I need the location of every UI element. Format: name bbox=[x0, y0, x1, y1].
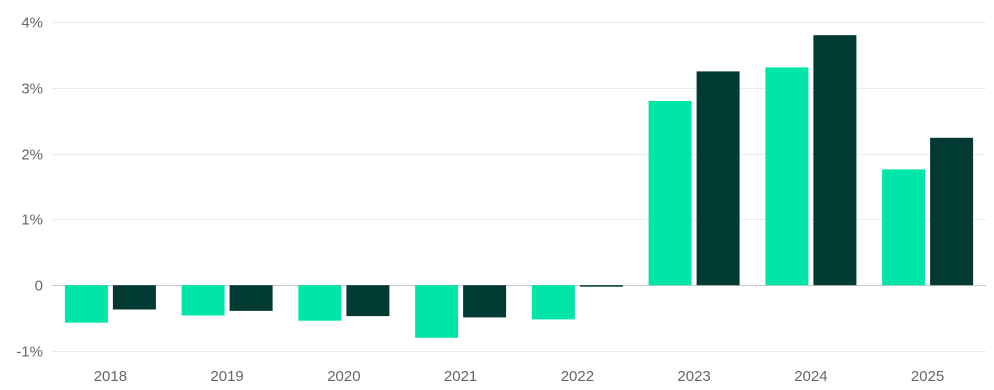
x-tick-label: 2021 bbox=[444, 368, 477, 385]
bar-series2-2021 bbox=[463, 285, 507, 318]
x-tick-label: 2019 bbox=[210, 368, 243, 385]
y-tick-label: -1% bbox=[16, 344, 43, 361]
bar-series1-2023 bbox=[648, 101, 692, 286]
x-tick-label: 2023 bbox=[677, 368, 710, 385]
bar-series1-2019 bbox=[181, 285, 225, 316]
bar-series2-2022 bbox=[579, 285, 623, 287]
bar-series1-2025 bbox=[882, 169, 926, 286]
x-tick-label: 2022 bbox=[561, 368, 594, 385]
x-tick-label: 2020 bbox=[327, 368, 360, 385]
x-tick-label: 2025 bbox=[911, 368, 944, 385]
bar-series1-2020 bbox=[298, 285, 342, 321]
y-tick-label: 4% bbox=[21, 15, 43, 32]
bar-series2-2019 bbox=[229, 285, 273, 311]
bar-series1-2022 bbox=[531, 285, 575, 320]
y-tick-label: 2% bbox=[21, 147, 43, 164]
bar-series2-2020 bbox=[346, 285, 390, 317]
axis-layer: -1% 0 1% 2% 3% 4% 2018 2019 2020 2021 2022 2023 2024… bbox=[16, 15, 944, 386]
bar-series2-2024 bbox=[813, 35, 857, 286]
bar-series1-2024 bbox=[765, 67, 809, 286]
bar-series1-2018 bbox=[64, 285, 108, 323]
bars-layer bbox=[64, 35, 974, 338]
y-tick-label: 0 bbox=[35, 278, 43, 295]
y-tick-label: 1% bbox=[21, 212, 43, 229]
bar-series2-2025 bbox=[930, 137, 974, 286]
bar-series1-2021 bbox=[415, 285, 459, 338]
y-tick-label: 3% bbox=[21, 81, 43, 98]
x-tick-label: 2024 bbox=[794, 368, 827, 385]
bar-series2-2018 bbox=[112, 285, 156, 310]
x-tick-label: 2018 bbox=[94, 368, 127, 385]
bar-series2-2023 bbox=[696, 71, 740, 286]
